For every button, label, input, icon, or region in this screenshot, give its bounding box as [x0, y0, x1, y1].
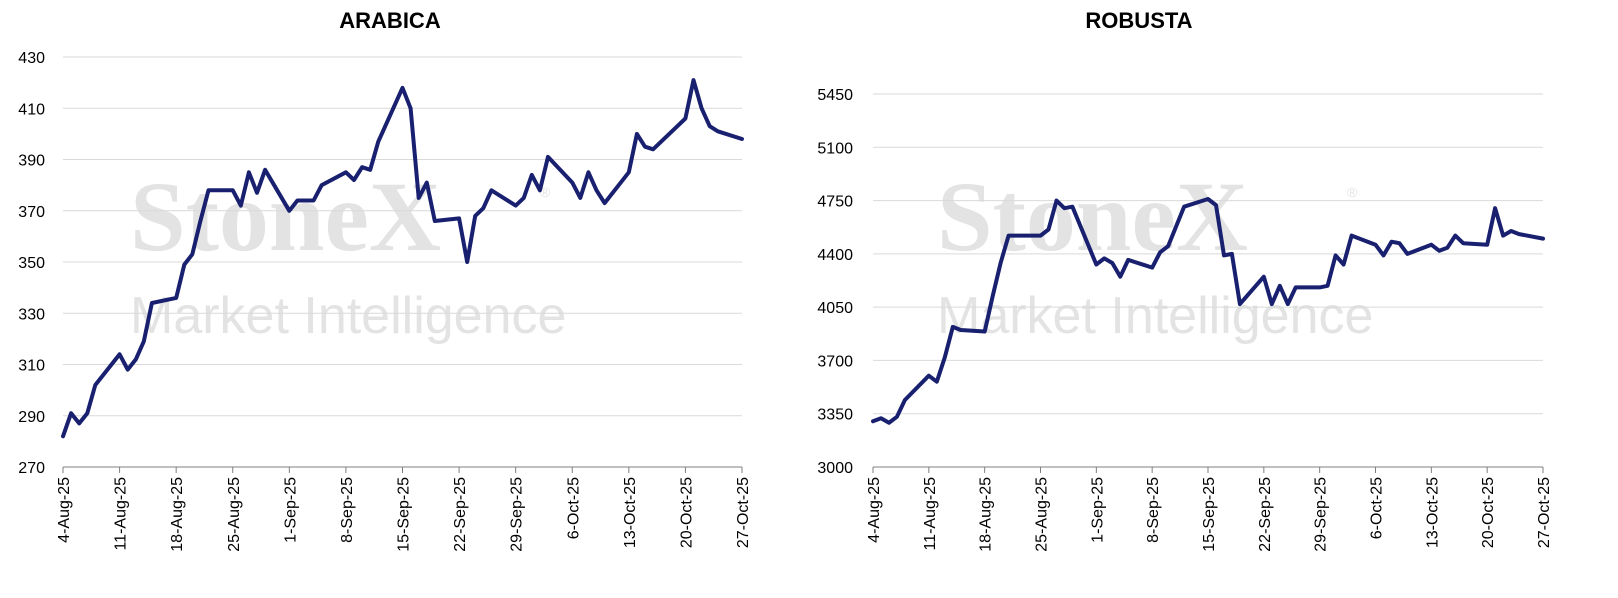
x-tick-label: 25-Aug-25 [226, 477, 243, 552]
x-tick-label: 27-Oct-25 [1536, 477, 1553, 548]
x-tick-label: 22-Sep-25 [452, 477, 469, 552]
x-tick-label: 8-Sep-25 [1145, 477, 1162, 543]
arabica-chart-panel: ARABICA StoneX ® Market Intelligence 270 290… [0, 0, 800, 598]
x-tick-label: 4-Aug-25 [56, 477, 73, 543]
robusta-chart-title: ROBUSTA [1085, 8, 1193, 33]
series-line [61, 78, 744, 439]
y-tick-label: 4400 [817, 247, 853, 264]
y-tick-label: 3000 [817, 460, 853, 477]
x-tick-label: 1-Sep-25 [282, 477, 299, 543]
arabica-chart: StoneX ® Market Intelligence 270 290 310 330 35… [18, 50, 752, 552]
x-tick-label: 27-Oct-25 [735, 477, 752, 548]
stonex-watermark: StoneX ® Market Intelligence [130, 161, 566, 345]
watermark-brand: StoneX [130, 161, 441, 272]
robusta-chart-panel: ROBUSTA StoneX ® Market Intelligence 3000 33… [800, 0, 1618, 598]
x-tick-label: 15-Sep-25 [1201, 477, 1218, 552]
arabica-chart-title: ARABICA [339, 8, 441, 33]
y-tick-label: 5100 [817, 140, 853, 157]
x-tick-label: 13-Oct-25 [1424, 477, 1441, 548]
y-tick-label: 430 [18, 50, 45, 67]
y-tick-label: 390 [18, 153, 45, 170]
y-tick-label: 310 [18, 358, 45, 375]
x-tick-label: 6-Oct-25 [565, 477, 582, 539]
x-tick-label: 11-Aug-25 [922, 477, 939, 551]
y-tick-label: 290 [18, 409, 45, 426]
x-tick-label: 25-Aug-25 [1034, 477, 1051, 552]
y-tick-label: 350 [18, 255, 45, 272]
y-tick-label: 4050 [817, 300, 853, 317]
y-tick-label: 370 [18, 204, 45, 221]
x-tick-label: 13-Oct-25 [622, 477, 639, 548]
x-tick-label: 1-Sep-25 [1089, 477, 1106, 543]
y-tick-label: 3350 [817, 407, 853, 424]
x-tick-label: 29-Sep-25 [1313, 477, 1330, 552]
x-tick-label: 4-Aug-25 [866, 477, 883, 543]
y-tick-label: 270 [18, 460, 45, 477]
y-tick-label: 4750 [817, 194, 853, 211]
watermark-tagline: Market Intelligence [130, 287, 566, 345]
x-tick-label: 6-Oct-25 [1369, 477, 1386, 539]
watermark-tagline: Market Intelligence [937, 287, 1373, 345]
x-tick-label: 29-Sep-25 [509, 477, 526, 552]
x-tick-label: 20-Oct-25 [678, 477, 695, 548]
x-tick-label: 11-Aug-25 [113, 477, 130, 551]
x-tick-label: 15-Sep-25 [396, 477, 413, 552]
series-line [871, 197, 1545, 425]
x-tick-label: 20-Oct-25 [1480, 477, 1497, 548]
y-tick-label: 5450 [817, 87, 853, 104]
y-tick-label: 3700 [817, 353, 853, 370]
y-tick-label: 410 [18, 101, 45, 118]
x-tick-label: 18-Aug-25 [169, 477, 186, 552]
y-tick-label: 330 [18, 306, 45, 323]
x-tick-label: 8-Sep-25 [339, 477, 356, 543]
watermark-registered-mark: ® [1347, 184, 1358, 200]
x-tick-label: 18-Aug-25 [978, 477, 995, 552]
watermark-registered-mark: ® [540, 184, 551, 200]
robusta-chart: StoneX ®Market Intelligence30003350370040… [817, 87, 1553, 552]
x-tick-label: 22-Sep-25 [1257, 477, 1274, 552]
